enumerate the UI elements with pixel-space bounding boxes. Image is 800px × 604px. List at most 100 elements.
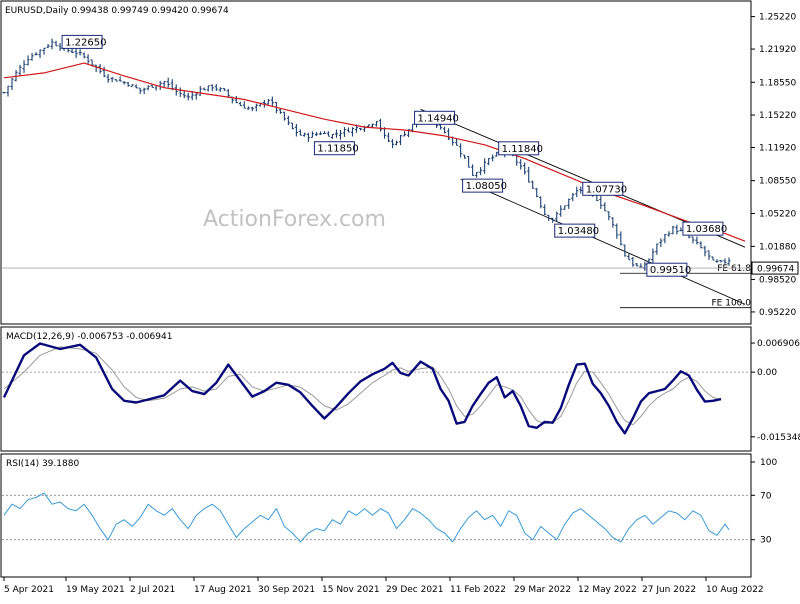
ohlc-bar: [194, 91, 198, 100]
ohlc-bar: [118, 76, 122, 82]
ohlc-bar: [22, 60, 26, 73]
ohlc-bar: [342, 127, 347, 137]
price-annotation-box: [682, 221, 724, 236]
ohlc-bar: [246, 106, 250, 110]
ohlc-bar: [182, 90, 186, 99]
ohlc-bar: [358, 127, 363, 131]
price-annotation: 1.03480: [554, 223, 599, 238]
ohlc-bar: [487, 158, 491, 166]
ohlc-bar: [146, 85, 150, 91]
ohlc-bar: [198, 86, 202, 96]
price-annotation: 1.08050: [462, 178, 507, 193]
price-y-tick-label: 0.95220: [759, 308, 796, 318]
price-annotation: 0.99510: [646, 262, 691, 277]
ohlc-bar: [579, 186, 583, 194]
x-tick-label: 30 Sep 2021: [258, 585, 315, 595]
rsi-y-tick-label: 30: [760, 536, 772, 546]
ohlc-bar: [479, 167, 483, 176]
ohlc-bar: [18, 64, 22, 76]
ohlc-bar: [370, 123, 375, 128]
ohlc-bar: [571, 193, 575, 202]
price-annotation-label: 1.07730: [586, 184, 627, 195]
rsi-y-tick-label: 70: [760, 491, 772, 501]
ohlc-bar: [459, 143, 463, 158]
ohlc-bar: [635, 262, 639, 267]
price-y-tick-label: 1.18550: [759, 78, 796, 88]
ohlc-bar: [679, 227, 683, 232]
x-tick-label: 10 Aug 2022: [706, 585, 764, 595]
ohlc-bar: [655, 243, 659, 255]
rsi-header: RSI(14) 39.1880: [6, 459, 79, 469]
ohlc-bar: [10, 77, 14, 90]
ohlc-bar: [214, 84, 218, 91]
ohlc-bar: [330, 133, 335, 139]
ohlc-bar: [162, 81, 166, 88]
ohlc-bar: [671, 225, 675, 235]
ohlc-bar: [302, 132, 307, 137]
x-tick-label: 19 May 2021: [66, 585, 125, 595]
ohlc-bar: [607, 211, 611, 221]
ohlc-bar: [374, 121, 379, 127]
ohlc-bar: [543, 204, 547, 216]
last-price-badge-label: 0.99674: [757, 265, 794, 275]
last-price-badge: 0.99674: [751, 261, 799, 275]
ohlc-bar: [250, 106, 254, 112]
ohlc-bar: [711, 256, 715, 261]
price-annotation: 1.22650: [61, 34, 106, 49]
price-layer: 1.25220 1.21920 1.18550 1.15220 1.11920 1.085…: [2, 13, 799, 318]
x-tick-label: 17 Aug 2021: [194, 585, 252, 595]
price-annotation-box: [498, 141, 540, 156]
x-tick-label: 12 May 2022: [578, 585, 637, 595]
price-y-tick-label: 1.01880: [759, 242, 796, 252]
price-annotation-box: [313, 141, 355, 156]
price-y-tick-label: 0.98520: [759, 275, 796, 285]
price-annotation: 1.14940: [414, 110, 459, 125]
price-panel-frame: [0, 0, 752, 325]
ohlc-bar: [475, 171, 479, 178]
ohlc-bar: [398, 134, 403, 146]
price-header: EURUSD,Daily 0.99438 0.99749 0.99420 0.9…: [5, 6, 229, 16]
x-axis: 5 Apr 2021 19 May 2021 2 Jul 2021 17 Aug 20…: [3, 577, 764, 595]
price-annotation-box: [554, 223, 596, 238]
ohlc-bar: [727, 257, 731, 266]
ohlc-bar: [703, 245, 707, 257]
price-annotation-box: [414, 110, 456, 125]
rsi-y-tick-label: 100: [760, 458, 777, 468]
macd-signal-line: [3, 346, 722, 426]
ohlc-bar: [134, 84, 138, 89]
price-annotation-box: [462, 178, 504, 193]
ohlc-bar: [555, 211, 559, 222]
ohlc-bar: [551, 217, 555, 223]
ohlc-bar: [234, 96, 238, 104]
macd-y-tick-label: 0.00: [757, 368, 777, 378]
x-tick-label: 11 Feb 2022: [450, 585, 506, 595]
price-y-tick-label: 1.25220: [759, 13, 796, 23]
rsi-line: [3, 492, 730, 543]
ohlc-bar: [691, 236, 695, 244]
x-tick-label: 15 Nov 2021: [322, 585, 380, 595]
macd-y-tick-label: -0.015348: [757, 433, 800, 443]
ohlc-bar: [38, 49, 42, 59]
macd-y-tick-label: 0.006906: [757, 339, 800, 349]
ohlc-bar: [106, 73, 110, 83]
ohlc-bar: [82, 52, 86, 59]
ohlc-bar: [667, 231, 671, 237]
ohlc-bar: [266, 98, 270, 105]
ohlc-bar: [623, 244, 627, 257]
x-tick-label: 29 Dec 2021: [386, 585, 444, 595]
ohlc-bar: [483, 158, 487, 174]
price-annotation: 1.07730: [582, 181, 627, 196]
price-annotation-label: 1.22650: [65, 37, 106, 48]
price-y-tick-label: 1.08550: [759, 177, 796, 187]
price-annotation-label: 1.03480: [558, 226, 599, 237]
ohlc-bar: [58, 43, 62, 51]
ohlc-bar: [559, 205, 563, 217]
ohlc-bar: [310, 131, 315, 138]
ohlc-bar: [306, 132, 311, 143]
ohlc-bar: [298, 129, 302, 136]
price-y-tick-label: 1.11920: [759, 144, 796, 154]
ohlc-bar: [130, 84, 134, 88]
price-annotation: 1.11850: [313, 141, 359, 156]
